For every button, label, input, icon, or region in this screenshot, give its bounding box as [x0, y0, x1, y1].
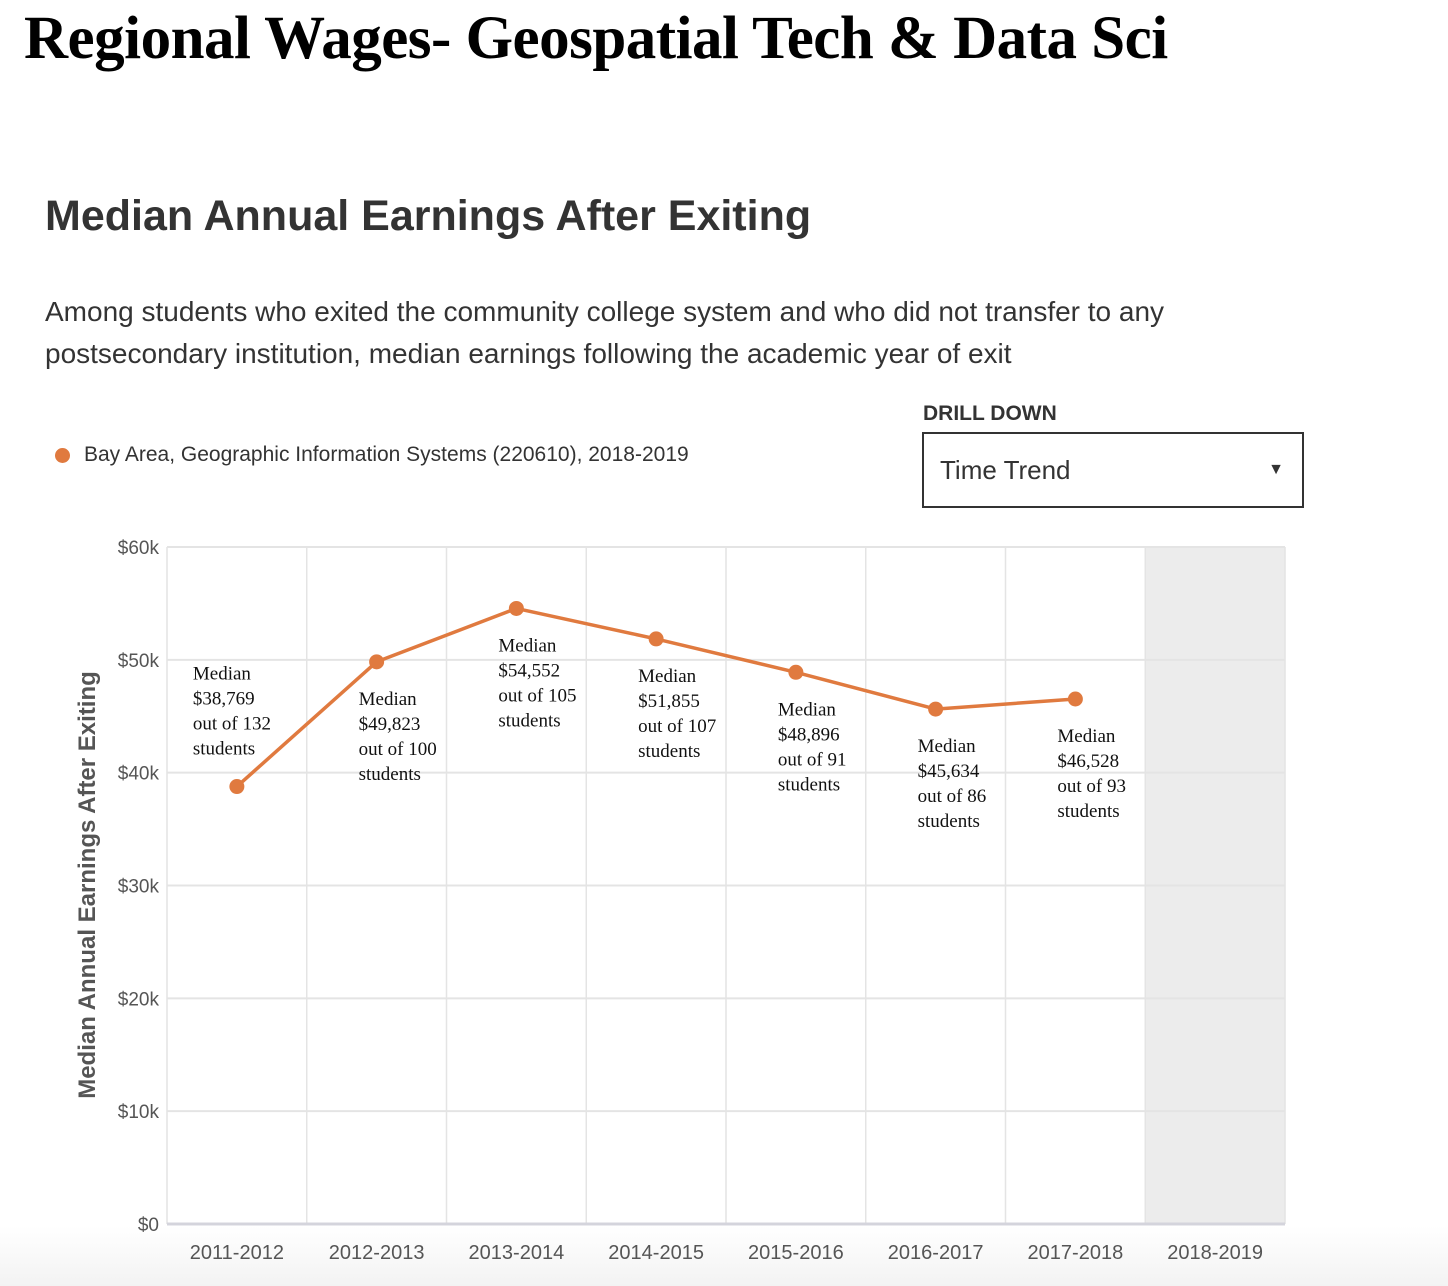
data-label-line: out of 86	[918, 786, 987, 807]
data-label-line: $49,823	[359, 714, 421, 735]
data-label-line: Median	[638, 666, 697, 687]
data-label-line: $46,528	[1057, 751, 1119, 772]
data-point	[369, 654, 385, 670]
data-label-line: out of 105	[498, 685, 576, 706]
data-label: Median $54,552 out of 105 students	[498, 635, 576, 731]
y-tick-label: $0	[138, 1215, 159, 1236]
x-tick-label: 2011-2012	[190, 1242, 284, 1264]
x-tick-label: 2013-2014	[469, 1242, 565, 1264]
chart-title: Median Annual Earnings After Exiting	[45, 192, 812, 240]
data-label-line: students	[778, 774, 840, 795]
data-label-line: Median	[498, 635, 557, 656]
data-label-line: Median	[359, 689, 418, 710]
drill-down-label: DRILL DOWN	[923, 402, 1057, 425]
page-bottom-fade	[0, 1226, 1448, 1286]
data-label: Median $51,855 out of 107 students	[638, 666, 716, 762]
data-label-line: students	[498, 710, 560, 731]
x-tick-label: 2015-2016	[748, 1242, 844, 1264]
y-axis-title: Median Annual Earnings After Exiting	[74, 671, 101, 1099]
data-point	[508, 600, 524, 616]
data-label-line: out of 91	[778, 749, 847, 770]
y-tick-label: $40k	[118, 764, 160, 785]
data-label: Median $45,634 out of 86 students	[918, 736, 987, 832]
data-label-line: $48,896	[778, 724, 840, 745]
data-label-line: out of 93	[1057, 776, 1126, 797]
y-tick-label: $10k	[118, 1102, 160, 1123]
data-label-line: Median	[918, 736, 977, 757]
data-label-line: out of 100	[359, 739, 437, 760]
data-label-line: $38,769	[193, 689, 255, 710]
data-point	[648, 631, 664, 647]
drill-down-select[interactable]: Time Trend ▼	[922, 432, 1304, 508]
x-tick-label: 2016-2017	[888, 1242, 984, 1264]
drill-down-selected-value: Time Trend	[940, 454, 1071, 485]
data-point	[229, 779, 245, 795]
data-label-line: Median	[1057, 726, 1116, 747]
data-label-line: students	[918, 811, 980, 832]
chart-description: Among students who exited the community …	[45, 296, 1165, 369]
data-label: Median $46,528 out of 93 students	[1057, 726, 1126, 822]
caret-down-icon: ▼	[1268, 461, 1284, 478]
data-point	[788, 664, 804, 680]
legend-marker-icon	[55, 447, 70, 463]
data-label-line: students	[1057, 801, 1119, 822]
y-tick-label: $20k	[118, 989, 160, 1010]
data-label-line: students	[359, 764, 421, 785]
chart-legend[interactable]: Bay Area, Geographic Information Systems…	[55, 443, 689, 467]
data-label-line: Median	[193, 664, 252, 685]
data-label-line: students	[638, 741, 700, 762]
data-label-line: $45,634	[918, 761, 980, 782]
y-tick-label: $60k	[118, 538, 160, 559]
data-label-line: students	[193, 739, 255, 760]
data-label: Median $38,769 out of 132 students	[193, 664, 271, 760]
data-label: Median $49,823 out of 100 students	[359, 689, 437, 785]
data-label-line: out of 107	[638, 716, 716, 737]
data-label: Median $48,896 out of 91 students	[778, 699, 847, 795]
data-label-line: out of 132	[193, 714, 271, 735]
page-title: Regional Wages- Geospatial Tech & Data S…	[24, 5, 1168, 72]
legend-label: Bay Area, Geographic Information Systems…	[84, 443, 689, 466]
data-label-line: $54,552	[498, 660, 560, 681]
x-tick-label: 2012-2013	[329, 1242, 425, 1264]
data-label-line: $51,855	[638, 691, 700, 712]
x-tick-label: 2017-2018	[1028, 1242, 1124, 1264]
x-tick-label: 2018-2019	[1167, 1242, 1263, 1264]
data-point	[1067, 691, 1083, 707]
y-tick-label: $30k	[118, 877, 160, 898]
x-tick-label: 2014-2015	[608, 1242, 704, 1264]
y-tick-label: $50k	[118, 651, 160, 672]
data-label-line: Median	[778, 699, 837, 720]
data-point	[928, 701, 944, 717]
